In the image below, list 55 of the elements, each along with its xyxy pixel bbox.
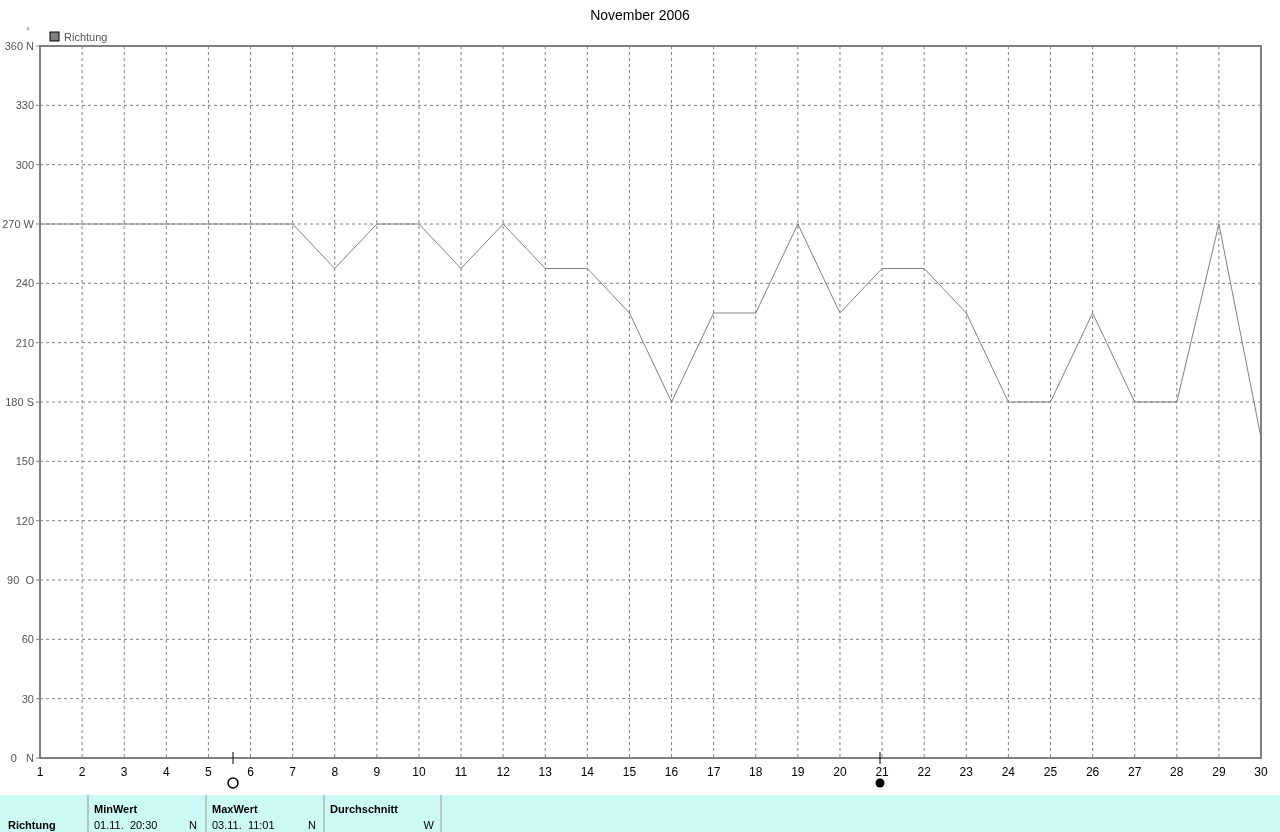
y-tick-label: 150 (15, 455, 34, 468)
x-tick-label: 26 (1085, 765, 1100, 779)
x-tick-label: 27 (1128, 765, 1142, 779)
legend-label: Richtung (64, 31, 108, 43)
text: N (189, 819, 198, 831)
text: MinWert (94, 803, 138, 815)
y-tick-label: 240 (15, 277, 34, 290)
chart-title: November 2006 (590, 7, 691, 23)
x-tick-label: 28 (1170, 765, 1184, 779)
x-tick-label: 9 (373, 765, 381, 779)
x-tick-label: 16 (664, 765, 679, 779)
x-tick-label: 2 (78, 765, 86, 779)
x-tick-label: 10 (412, 765, 426, 779)
y-axis-title: ° (26, 26, 31, 36)
x-tick-label: 24 (1001, 765, 1016, 779)
x-tick-label: 30 (1254, 765, 1268, 779)
y-tick-label: 330 (15, 99, 34, 112)
x-tick-label: 13 (538, 765, 553, 779)
x-tick-label: 25 (1043, 765, 1058, 779)
x-tick-label: 20 (833, 765, 847, 779)
text: MaxWert (212, 803, 258, 815)
x-tick-label: 29 (1212, 765, 1226, 779)
x-tick-label: 3 (120, 765, 128, 779)
x-tick-label: 22 (917, 765, 932, 779)
y-tick-label: 60 (21, 633, 34, 646)
text: N (308, 819, 317, 831)
x-tick-label: 14 (580, 765, 595, 779)
text: 03.11. 11:01 (212, 819, 275, 831)
x-tick-label: 18 (749, 765, 763, 779)
x-tick-label: 5 (205, 765, 213, 779)
text: W (423, 819, 435, 831)
x-tick-label: 4 (162, 765, 170, 779)
x-tick-label: 6 (247, 765, 255, 779)
x-tick-label: 23 (959, 765, 974, 779)
y-tick-label: 120 (15, 514, 34, 527)
y-tick-label: 180 S (5, 396, 34, 408)
x-tick-label: 15 (622, 765, 637, 779)
y-tick-label: 210 (15, 336, 34, 349)
y-tick-label: 300 (15, 158, 34, 171)
y-tick-label: 30 (21, 692, 34, 705)
x-tick-label: 21 (875, 765, 890, 779)
y-tick-label: 270 W (2, 218, 35, 230)
y-tick-label: 360 N (4, 40, 35, 52)
text: Durchschnitt (330, 803, 399, 815)
x-tick-label: 19 (791, 765, 805, 779)
x-tick-label: 1 (36, 765, 44, 779)
y-tick-label: 0 N (10, 752, 35, 764)
y-tick-label: 90 O (7, 574, 35, 586)
text: 01.11. 20:30 (94, 819, 158, 831)
text: Richtung (8, 819, 56, 831)
x-tick-label: 12 (496, 765, 511, 779)
x-tick-label: 17 (706, 765, 721, 779)
x-tick-label: 11 (454, 765, 468, 779)
x-tick-label: 7 (289, 765, 297, 779)
x-tick-label: 8 (331, 765, 339, 779)
